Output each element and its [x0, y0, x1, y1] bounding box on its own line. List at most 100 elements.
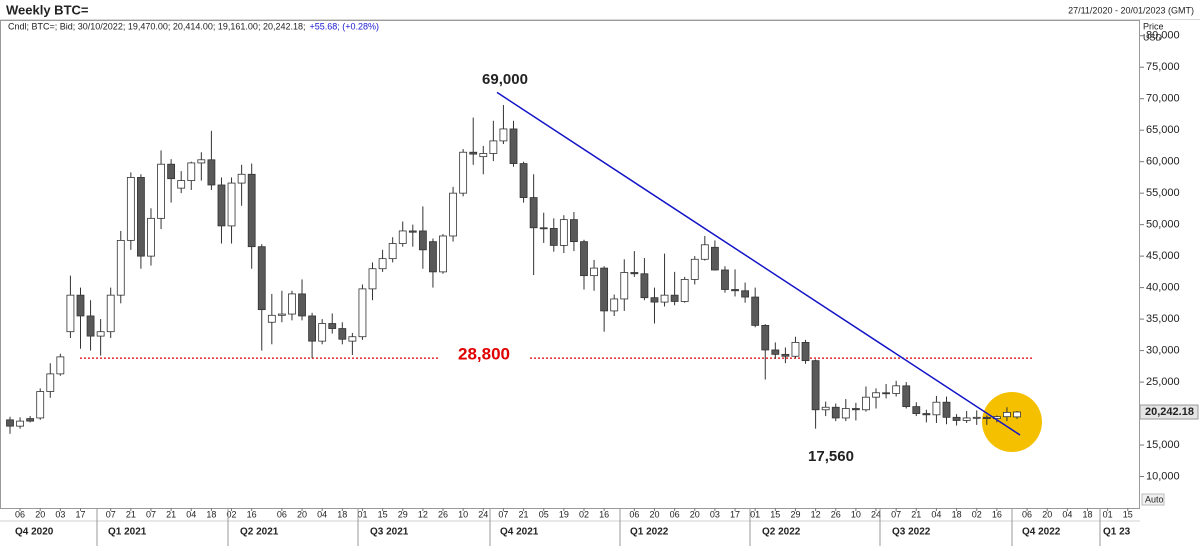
y-tick-label: 75,000 — [1146, 61, 1180, 73]
change-text: +55.68; (+0.28%) — [309, 21, 379, 31]
candle-body — [318, 323, 327, 342]
x-tick-label: 21 — [166, 509, 176, 519]
x-tick-label: 04 — [931, 509, 941, 519]
candle-body — [711, 246, 719, 271]
scale-mode-box[interactable] — [1141, 493, 1165, 506]
candle-body — [157, 163, 165, 219]
candle-body — [489, 140, 498, 154]
y-tick-label: 10,000 — [1146, 470, 1180, 482]
candle-body — [559, 219, 568, 246]
quarter-label: Q2 2021 — [240, 527, 279, 538]
y-tick-label: 45,000 — [1146, 250, 1180, 262]
candle-body — [781, 353, 790, 357]
y-tick-label: 35,000 — [1146, 313, 1180, 325]
candle-body — [801, 341, 810, 362]
y-tick-label: 60,000 — [1146, 156, 1180, 168]
x-tick-label: 07 — [106, 509, 116, 519]
x-tick-label: 18 — [952, 509, 962, 519]
x-tick-label: 15 — [378, 509, 388, 519]
candle-body — [741, 290, 750, 298]
candle-body — [771, 349, 780, 355]
candle-body — [499, 128, 508, 142]
candle-body — [358, 288, 367, 338]
x-tick-label: 24 — [871, 509, 881, 519]
date-range: 27/11/2020 - 20/01/2023 (GMT) — [1068, 5, 1194, 15]
y-tick-label: 15,000 — [1146, 439, 1180, 451]
candle-body — [469, 151, 478, 155]
x-tick-label: 24 — [478, 509, 488, 519]
candle-body — [851, 408, 860, 411]
price-tag-label: 20,242.18 — [1145, 406, 1194, 418]
y-axis-area — [1140, 20, 1200, 509]
x-tick-label: 02 — [227, 509, 237, 519]
candle-body — [348, 336, 357, 342]
quarter-label: Q4 2022 — [1022, 527, 1061, 538]
candle-body — [821, 406, 830, 411]
x-tick-label: 18 — [337, 509, 347, 519]
candle-body — [46, 373, 55, 392]
candle-body — [217, 184, 226, 227]
candle-body — [690, 258, 699, 280]
x-tick-label: 20 — [690, 509, 700, 519]
x-tick-label: 04 — [186, 509, 196, 519]
candle-body — [86, 315, 95, 337]
candle-body — [892, 385, 901, 394]
support-label: 28,800 — [458, 345, 510, 364]
candle-body — [590, 267, 598, 277]
x-tick-label: 10 — [458, 509, 468, 519]
y-tick-label: 50,000 — [1146, 219, 1180, 231]
candle-body — [862, 396, 870, 411]
candle-body — [751, 296, 760, 326]
candle-body — [328, 323, 337, 329]
plot-frame — [0, 20, 1140, 509]
x-tick-label: 16 — [992, 509, 1002, 519]
x-tick-label: 06 — [629, 509, 639, 519]
x-tick-label: 19 — [559, 509, 569, 519]
candle-body — [6, 419, 14, 427]
candle-body — [106, 294, 115, 333]
x-tick-label: 06 — [277, 509, 287, 519]
info-line: Cndl; BTC=; Bid; 30/10/2022; 19,470.00; … — [8, 21, 305, 31]
scale-mode[interactable]: Auto — [1145, 494, 1164, 504]
candle-body — [1013, 411, 1021, 418]
x-tick-label: 21 — [519, 509, 529, 519]
candle-body — [509, 128, 518, 164]
candle-body — [147, 217, 155, 257]
candle-body — [761, 324, 770, 351]
x-tick-label: 02 — [579, 509, 589, 519]
annotation: 69,000 — [482, 71, 528, 88]
x-tick-label: 21 — [911, 509, 921, 519]
quarter-label: Q4 2021 — [500, 527, 539, 538]
x-tick-label: 17 — [75, 509, 85, 519]
candle-body — [308, 315, 317, 342]
x-tick-label: 18 — [1082, 509, 1092, 519]
candle-body — [187, 162, 196, 181]
candle-body — [912, 406, 921, 414]
candle-body — [76, 294, 85, 317]
candle-body — [459, 151, 468, 194]
y-tick-label: 65,000 — [1146, 124, 1180, 136]
x-tick-label: 26 — [438, 509, 448, 519]
candle-body — [479, 153, 488, 158]
x-tick-label: 03 — [710, 509, 720, 519]
x-tick-label: 07 — [498, 509, 508, 519]
candle-body — [298, 293, 306, 317]
candle-body — [570, 219, 578, 243]
highlight-circle — [982, 392, 1042, 452]
candle-body — [519, 163, 528, 198]
candle-body — [922, 413, 931, 416]
candle-body — [549, 228, 558, 246]
candle-body — [952, 416, 961, 421]
quarter-label: Q1 2021 — [108, 527, 147, 538]
x-tick-label: 01 — [750, 509, 760, 519]
y-axis-label: USD — [1143, 32, 1163, 42]
trendline — [496, 91, 1021, 436]
x-tick-label: 07 — [891, 509, 901, 519]
x-tick-label: 18 — [206, 509, 216, 519]
candle-body — [26, 418, 35, 422]
x-tick-label: 16 — [247, 509, 257, 519]
x-tick-label: 06 — [1022, 509, 1032, 519]
x-tick-label: 20 — [35, 509, 45, 519]
candle-body — [267, 314, 276, 323]
x-tick-label: 20 — [649, 509, 659, 519]
